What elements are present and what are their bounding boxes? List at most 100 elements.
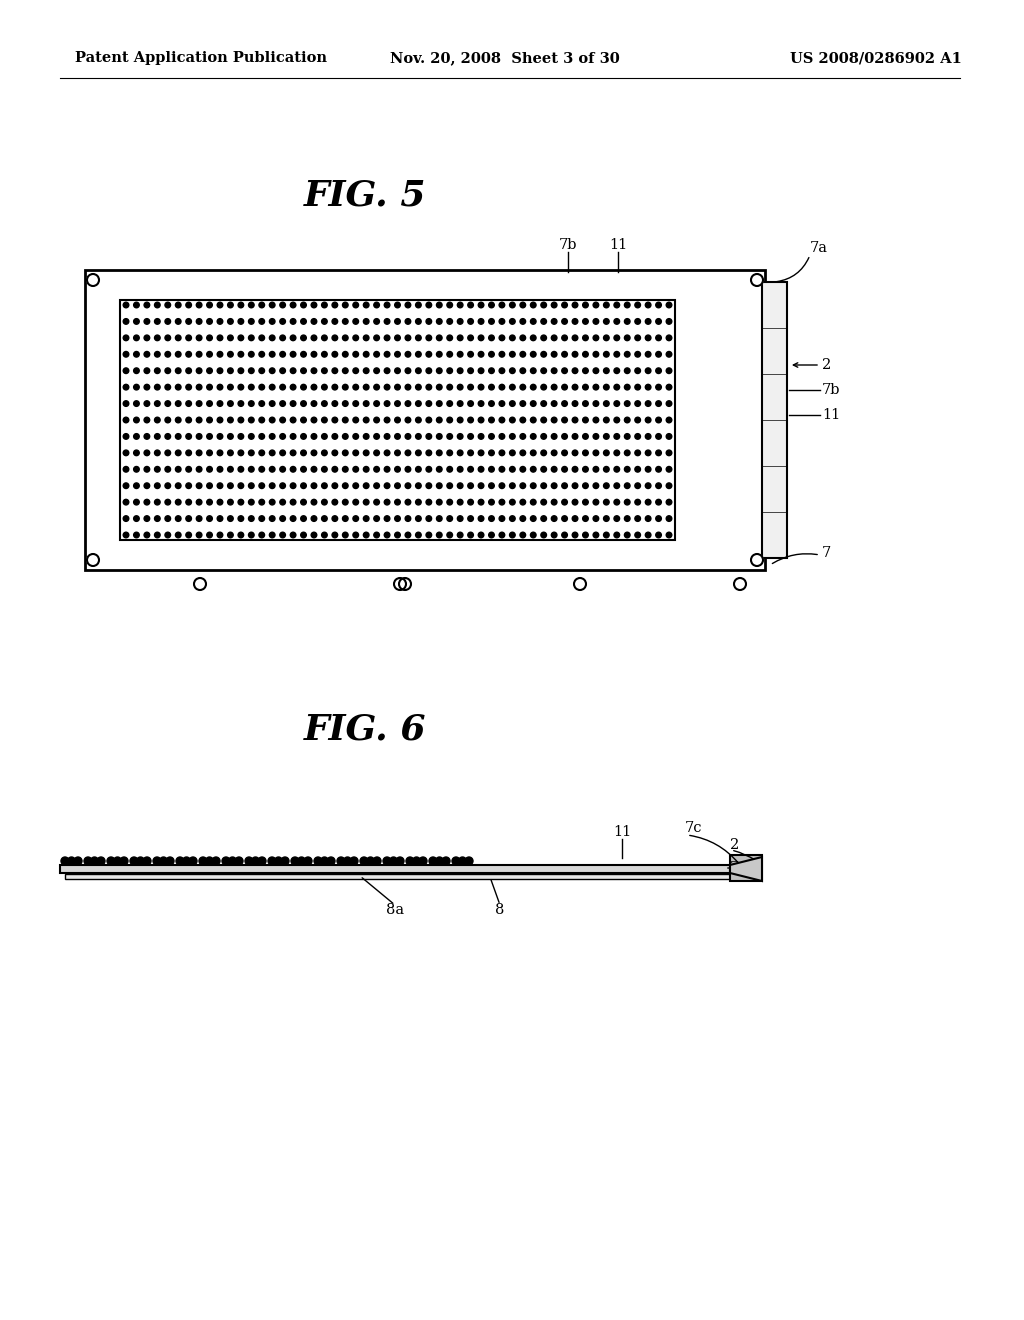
Circle shape — [217, 483, 223, 488]
Circle shape — [459, 857, 467, 865]
Circle shape — [249, 434, 254, 440]
Circle shape — [458, 499, 463, 506]
Circle shape — [406, 384, 411, 389]
Circle shape — [144, 499, 150, 506]
Circle shape — [583, 466, 588, 473]
Circle shape — [374, 302, 380, 308]
Circle shape — [520, 401, 525, 407]
Bar — [60, 865, 760, 873]
Circle shape — [165, 499, 171, 506]
Circle shape — [426, 351, 432, 358]
Circle shape — [123, 351, 129, 358]
Circle shape — [249, 401, 254, 407]
Circle shape — [572, 318, 578, 325]
Circle shape — [520, 351, 525, 358]
Circle shape — [562, 302, 567, 308]
Circle shape — [332, 516, 338, 521]
Circle shape — [342, 401, 348, 407]
Circle shape — [603, 417, 609, 422]
Circle shape — [551, 384, 557, 389]
Circle shape — [249, 417, 254, 422]
Circle shape — [426, 466, 432, 473]
Circle shape — [185, 483, 191, 488]
Circle shape — [238, 335, 244, 341]
Circle shape — [374, 499, 380, 506]
Circle shape — [667, 516, 672, 521]
Circle shape — [374, 417, 380, 422]
Circle shape — [123, 516, 129, 521]
Circle shape — [446, 434, 453, 440]
Circle shape — [614, 516, 620, 521]
Circle shape — [645, 318, 651, 325]
Circle shape — [364, 499, 369, 506]
Circle shape — [635, 434, 640, 440]
Circle shape — [435, 857, 443, 865]
Circle shape — [143, 857, 151, 865]
Circle shape — [510, 318, 515, 325]
Circle shape — [625, 351, 630, 358]
Circle shape — [541, 532, 547, 537]
Circle shape — [280, 466, 286, 473]
Circle shape — [269, 516, 275, 521]
Circle shape — [353, 483, 358, 488]
Circle shape — [625, 499, 630, 506]
Circle shape — [301, 351, 306, 358]
Circle shape — [488, 401, 495, 407]
Circle shape — [290, 466, 296, 473]
Circle shape — [290, 335, 296, 341]
Circle shape — [394, 450, 400, 455]
Circle shape — [123, 302, 129, 308]
Circle shape — [530, 483, 536, 488]
Circle shape — [614, 318, 620, 325]
Circle shape — [87, 275, 99, 286]
Circle shape — [593, 417, 599, 422]
Circle shape — [290, 434, 296, 440]
Circle shape — [249, 384, 254, 389]
Circle shape — [667, 384, 672, 389]
Circle shape — [593, 368, 599, 374]
Circle shape — [197, 466, 202, 473]
Circle shape — [541, 483, 547, 488]
Circle shape — [197, 532, 202, 537]
Circle shape — [667, 351, 672, 358]
Circle shape — [185, 401, 191, 407]
Circle shape — [373, 857, 381, 865]
Circle shape — [458, 335, 463, 341]
Circle shape — [342, 351, 348, 358]
Circle shape — [551, 302, 557, 308]
Circle shape — [541, 466, 547, 473]
Circle shape — [603, 401, 609, 407]
Circle shape — [185, 532, 191, 537]
Circle shape — [207, 351, 212, 358]
Circle shape — [667, 450, 672, 455]
Circle shape — [207, 335, 212, 341]
Circle shape — [645, 302, 651, 308]
Circle shape — [207, 368, 212, 374]
Circle shape — [364, 302, 369, 308]
Circle shape — [374, 466, 380, 473]
Circle shape — [593, 318, 599, 325]
Circle shape — [165, 384, 171, 389]
Circle shape — [541, 417, 547, 422]
Circle shape — [603, 335, 609, 341]
Circle shape — [478, 384, 483, 389]
Circle shape — [394, 401, 400, 407]
Circle shape — [499, 351, 505, 358]
Circle shape — [290, 318, 296, 325]
Circle shape — [468, 401, 473, 407]
Circle shape — [499, 368, 505, 374]
Circle shape — [374, 318, 380, 325]
Circle shape — [478, 532, 483, 537]
Circle shape — [572, 450, 578, 455]
Circle shape — [290, 516, 296, 521]
Circle shape — [468, 384, 473, 389]
Circle shape — [468, 483, 473, 488]
Circle shape — [572, 499, 578, 506]
Circle shape — [394, 578, 406, 590]
Circle shape — [478, 318, 483, 325]
Circle shape — [290, 351, 296, 358]
Circle shape — [304, 857, 312, 865]
Circle shape — [175, 302, 181, 308]
Circle shape — [562, 516, 567, 521]
Text: 2: 2 — [730, 838, 739, 851]
